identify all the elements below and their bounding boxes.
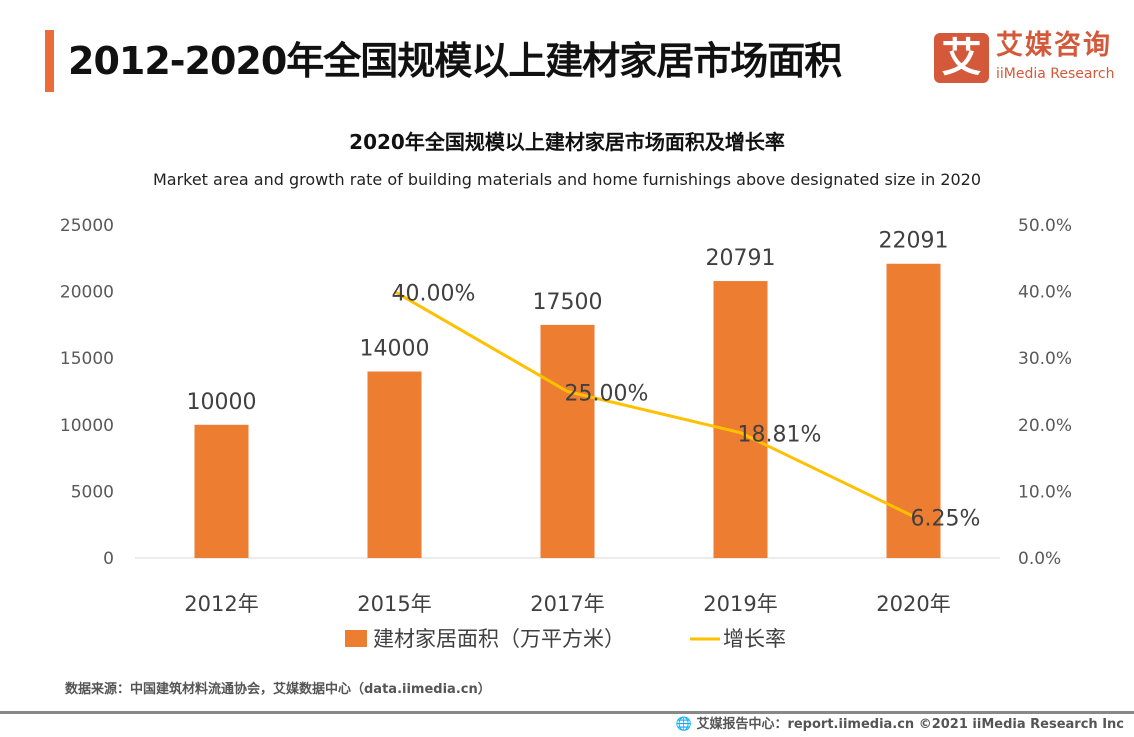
x-tick-label: 2015年 — [357, 592, 431, 616]
y-right-tick-label: 30.0% — [1018, 349, 1072, 369]
legend-label-bar: 建材家居面积（万平方米） — [373, 627, 625, 651]
line-data-label: 25.00% — [565, 382, 649, 407]
footer-credit: 🌐 艾媒报告中心：report.iimedia.cn ©2021 iiMedia… — [676, 716, 1124, 733]
footer-credit-text: 艾媒报告中心：report.iimedia.cn ©2021 iiMedia R… — [696, 717, 1124, 732]
y-left-tick-label: 10000 — [60, 416, 114, 436]
bar — [367, 371, 422, 558]
logo-mark: 艾 — [934, 33, 989, 83]
bar — [194, 424, 249, 558]
legend-swatch-bar — [345, 630, 367, 647]
x-tick-label: 2020年 — [876, 592, 950, 616]
footer-divider — [0, 711, 1134, 714]
line-data-label: 40.00% — [392, 282, 476, 307]
legend-label-line: 增长率 — [723, 627, 786, 651]
bar-data-label: 20791 — [706, 246, 776, 271]
y-right-tick-label: 50.0% — [1018, 216, 1072, 236]
x-tick-label: 2019年 — [703, 592, 777, 616]
logo-text-cn: 艾媒咨询 — [996, 30, 1112, 61]
bar — [540, 324, 595, 558]
chart-subtitle: Market area and growth rate of building … — [152, 170, 982, 189]
growth-line — [393, 290, 915, 518]
y-left-tick-label: 0 — [103, 549, 114, 569]
bar — [713, 281, 768, 558]
bar-data-label: 22091 — [879, 229, 949, 254]
y-left-tick-label: 15000 — [60, 349, 114, 369]
globe-icon: 🌐 — [675, 717, 692, 732]
logo-text-en: iiMedia Research — [996, 66, 1115, 82]
x-tick-label: 2017年 — [530, 592, 604, 616]
y-left-tick-label: 5000 — [71, 482, 114, 502]
y-right-tick-label: 40.0% — [1018, 283, 1072, 303]
data-source: 数据来源：中国建筑材料流通协会，艾媒数据中心（data.iimedia.cn） — [65, 682, 491, 697]
page-title: 2012-2020年全国规模以上建材家居市场面积 — [68, 39, 842, 83]
chart-title: 2020年全国规模以上建材家居市场面积及增长率 — [349, 130, 785, 154]
line-data-label: 6.25% — [911, 506, 981, 531]
y-right-tick-label: 20.0% — [1018, 416, 1072, 436]
y-left-tick-label: 25000 — [60, 216, 114, 236]
bar-data-label: 17500 — [533, 290, 603, 315]
line-data-label: 18.81% — [738, 423, 822, 448]
y-right-tick-label: 0.0% — [1018, 549, 1061, 569]
x-tick-label: 2012年 — [184, 592, 258, 616]
chart: 0 5000 10000 15000 20000 25000 0.0% 10.0% 20.0% 3… — [60, 216, 1072, 651]
y-right-tick-label: 10.0% — [1018, 482, 1072, 502]
title-accent-bar — [45, 30, 54, 92]
bar-data-label: 10000 — [187, 390, 257, 415]
bar-data-label: 14000 — [360, 337, 430, 362]
y-left-tick-label: 20000 — [60, 283, 114, 303]
